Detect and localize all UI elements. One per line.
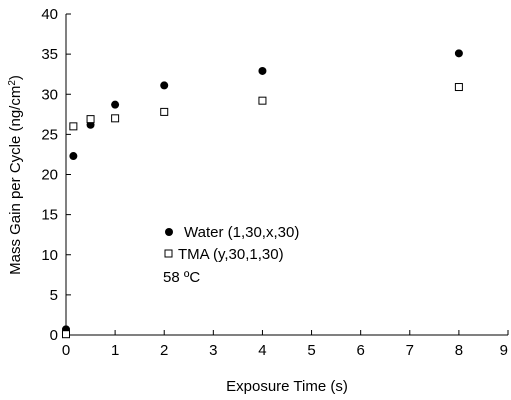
legend-water-label: Water (1,30,x,30) <box>184 224 299 241</box>
y-axis-title-main: Mass Gain per Cycle (ng/cm <box>7 86 24 275</box>
axes <box>65 14 508 336</box>
legend-water-marker <box>165 228 173 236</box>
y-axis-title: Mass Gain per Cycle (ng/cm2) <box>7 75 25 275</box>
legend-tma-marker <box>164 249 173 258</box>
y-tick-label: 0 <box>50 327 58 344</box>
x-tick-label: 5 <box>307 342 315 359</box>
tma-point <box>111 114 120 123</box>
tma-point <box>86 115 95 124</box>
y-axis-title-superscript: 2 <box>7 80 18 86</box>
water-point <box>69 152 78 161</box>
y-tick-label: 5 <box>50 287 58 304</box>
tma-point <box>69 122 78 131</box>
x-tick-label: 9 <box>500 342 508 359</box>
y-tick-label: 20 <box>41 167 58 184</box>
x-tick-label: 4 <box>258 342 266 359</box>
temperature-annotation: 58 ºC <box>163 269 200 286</box>
data-marks <box>62 49 463 339</box>
x-tick-label: 2 <box>160 342 168 359</box>
water-point <box>454 49 463 58</box>
legend: Water (1,30,x,30) TMA (y,30,1,30) 58 ºC <box>163 224 299 286</box>
x-tick-label: 7 <box>406 342 414 359</box>
tma-point <box>454 83 463 92</box>
x-axis-title: Exposure Time (s) <box>226 378 348 395</box>
x-tick-label: 8 <box>455 342 463 359</box>
y-tick-label: 35 <box>41 46 58 63</box>
y-tick-label: 30 <box>41 86 58 103</box>
x-tick-label: 1 <box>111 342 119 359</box>
tma-point <box>62 330 70 339</box>
water-point <box>160 81 169 90</box>
y-tick-label: 40 <box>41 6 58 23</box>
y-axis-title-close: ) <box>7 75 24 80</box>
x-tick-label: 0 <box>62 342 70 359</box>
y-tick-label: 25 <box>41 126 58 143</box>
x-axis-ticks: 0 1 2 3 4 5 6 7 8 9 <box>62 330 509 359</box>
legend-tma-label: TMA (y,30,1,30) <box>178 246 284 263</box>
tma-point <box>160 107 169 116</box>
water-point <box>258 66 267 75</box>
x-tick-label: 6 <box>356 342 364 359</box>
y-tick-label: 15 <box>41 207 58 224</box>
tma-point <box>258 96 267 105</box>
water-point <box>111 100 120 109</box>
y-tick-label: 10 <box>41 247 58 264</box>
y-axis-ticks: 0 5 10 15 20 25 30 35 40 <box>41 6 71 344</box>
x-tick-label: 3 <box>209 342 217 359</box>
